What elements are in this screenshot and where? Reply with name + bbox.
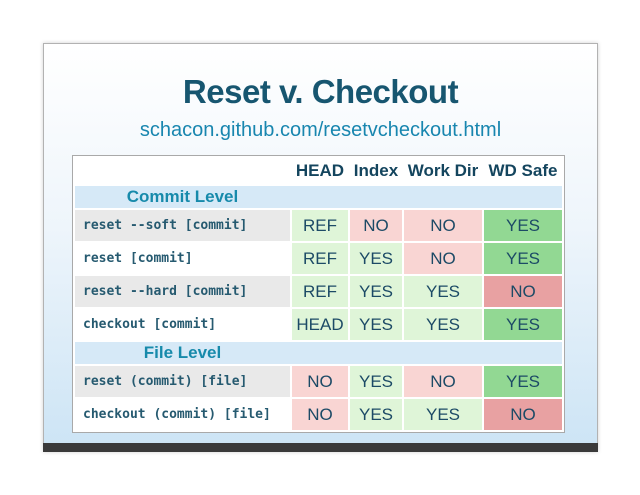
value-cell: YES	[350, 309, 402, 340]
col-header-index: Index	[353, 161, 399, 180]
command-cell: checkout (commit) [file]	[75, 399, 290, 430]
value-cell: HEAD	[292, 309, 348, 340]
value-cell: NO	[292, 366, 348, 397]
value-cell: YES	[484, 243, 562, 274]
section-row: Commit Level	[75, 186, 562, 208]
section-label: Commit Level	[126, 187, 239, 206]
table-row: reset --soft [commit] REF NO NO YES	[75, 210, 562, 241]
section-label: File Level	[143, 343, 222, 362]
value-cell: NO	[404, 366, 482, 397]
table-row: checkout (commit) [file] NO YES YES NO	[75, 399, 562, 430]
value-cell: NO	[484, 276, 562, 307]
table-header-row: HEAD Index Work Dir WD Safe	[75, 158, 562, 184]
slide-bottom-bar	[43, 443, 598, 452]
value-cell: YES	[404, 276, 482, 307]
value-cell: YES	[484, 309, 562, 340]
table-row: reset [commit] REF YES NO YES	[75, 243, 562, 274]
value-cell: YES	[404, 399, 482, 430]
value-cell: NO	[404, 243, 482, 274]
value-cell: YES	[350, 243, 402, 274]
section-row: File Level	[75, 342, 562, 364]
corner-cell	[75, 158, 290, 184]
value-cell: NO	[292, 399, 348, 430]
value-cell: NO	[350, 210, 402, 241]
reset-vs-checkout-table: HEAD Index Work Dir WD Safe Commit Level…	[72, 155, 565, 433]
command-cell: reset --hard [commit]	[75, 276, 290, 307]
command-cell: checkout [commit]	[75, 309, 290, 340]
command-cell: reset --soft [commit]	[75, 210, 290, 241]
table-row: checkout [commit] HEAD YES YES YES	[75, 309, 562, 340]
col-header-workdir: Work Dir	[407, 161, 479, 180]
value-cell: REF	[292, 243, 348, 274]
value-cell: YES	[484, 366, 562, 397]
table-row: reset (commit) [file] NO YES NO YES	[75, 366, 562, 397]
value-cell: NO	[484, 399, 562, 430]
value-cell: YES	[350, 399, 402, 430]
col-header-head: HEAD	[295, 161, 345, 180]
value-cell: NO	[404, 210, 482, 241]
command-cell: reset [commit]	[75, 243, 290, 274]
slide: Reset v. Checkout schacon.github.com/res…	[43, 43, 598, 452]
value-cell: REF	[292, 276, 348, 307]
slide-title: Reset v. Checkout	[182, 73, 459, 110]
value-cell: YES	[350, 366, 402, 397]
value-cell: YES	[484, 210, 562, 241]
value-cell: YES	[404, 309, 482, 340]
slide-subtitle-link[interactable]: schacon.github.com/resetvcheckout.html	[139, 119, 502, 141]
command-cell: reset (commit) [file]	[75, 366, 290, 397]
table-row: reset --hard [commit] REF YES YES NO	[75, 276, 562, 307]
col-header-wdsafe: WD Safe	[488, 161, 558, 180]
value-cell: YES	[350, 276, 402, 307]
value-cell: REF	[292, 210, 348, 241]
